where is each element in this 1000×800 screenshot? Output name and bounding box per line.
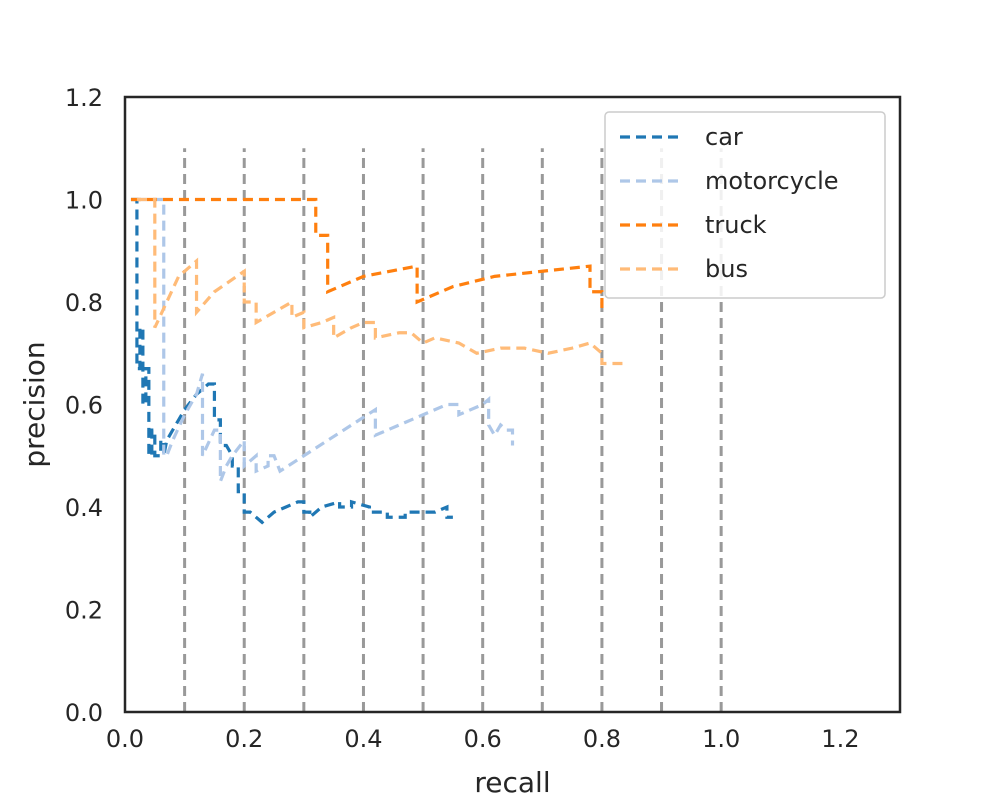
series-line-truck [130, 197, 604, 313]
y-tick-label: 0.8 [65, 289, 103, 317]
y-axis-title: precision [18, 341, 51, 467]
legend-label-truck: truck [705, 211, 767, 239]
x-tick-label: 0.6 [464, 725, 502, 753]
ticks-layer: 0.0 0.2 0.4 0.6 0.8 1.0 1.2 0.0 0.2 0.4 0.6 0.8 1.0 1… [65, 84, 860, 753]
y-tick-label: 0.6 [65, 392, 103, 420]
x-axis-title: recall [474, 766, 550, 799]
x-tick-label: 0.2 [225, 725, 263, 753]
series-layer [130, 197, 626, 525]
legend-label-bus: bus [705, 255, 748, 283]
x-tick-label: 0.4 [344, 725, 382, 753]
series-line-motorcycle [136, 197, 515, 482]
legend-label-motorcycle: motorcycle [705, 167, 839, 195]
y-tick-label: 0.2 [65, 597, 103, 625]
x-tick-label: 1.0 [702, 725, 740, 753]
series-line-bus [136, 197, 626, 366]
y-tick-label: 0.4 [65, 494, 103, 522]
x-tick-label: 1.2 [821, 725, 859, 753]
y-tick-label: 1.2 [65, 84, 103, 112]
x-tick-label: 0.8 [583, 725, 621, 753]
legend: car motorcycle truck bus [604, 111, 886, 299]
y-tick-label: 1.0 [65, 187, 103, 215]
x-tick-label: 0.0 [106, 725, 144, 753]
plot-frame [123, 95, 902, 714]
y-tick-label: 0.0 [65, 699, 103, 727]
legend-box [604, 111, 886, 299]
legend-label-car: car [705, 123, 743, 151]
series-line-car [130, 197, 453, 525]
